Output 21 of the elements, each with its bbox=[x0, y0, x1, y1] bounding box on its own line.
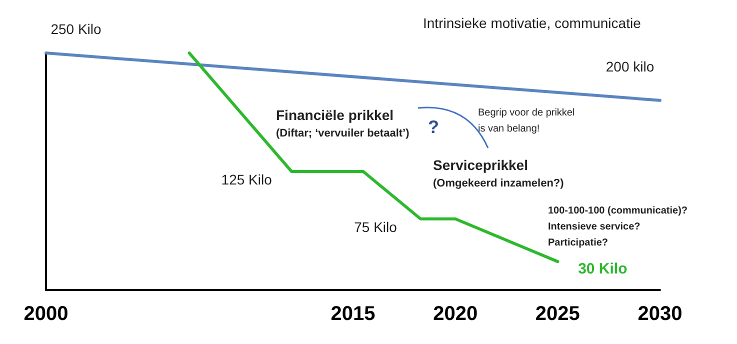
data-label: 200 kilo bbox=[606, 58, 654, 74]
data-label: 250 Kilo bbox=[50, 21, 102, 37]
x-tick-label: 2000 bbox=[24, 303, 68, 325]
data-label: 30 Kilo bbox=[578, 260, 628, 278]
annotation: (Diftar; ‘vervuiler betaalt’) bbox=[276, 128, 410, 140]
annotation: (Omgekeerd inzamelen?) bbox=[433, 178, 564, 190]
annotation: 100-100-100 (communicatie)? bbox=[548, 206, 688, 216]
annotation: ? bbox=[428, 117, 439, 137]
annotation: is van belang! bbox=[478, 124, 540, 134]
annotation: Begrip voor de prikkel bbox=[478, 108, 575, 118]
x-tick-label: 2030 bbox=[638, 303, 682, 325]
annotation: Financiële prikkel bbox=[276, 107, 394, 123]
x-tick-label: 2015 bbox=[330, 303, 376, 325]
annotation: Serviceprikkel bbox=[433, 157, 528, 173]
x-tick-label: 2025 bbox=[535, 303, 580, 325]
annotation: Participatie? bbox=[548, 238, 608, 248]
text: Intrinsieke motivatie, communicatie bbox=[423, 15, 642, 31]
data-label: 75 Kilo bbox=[354, 218, 398, 235]
data-label: 125 Kilo bbox=[221, 172, 272, 188]
x-tick-label: 2020 bbox=[433, 303, 478, 325]
annotation: Intensieve service? bbox=[548, 222, 640, 232]
